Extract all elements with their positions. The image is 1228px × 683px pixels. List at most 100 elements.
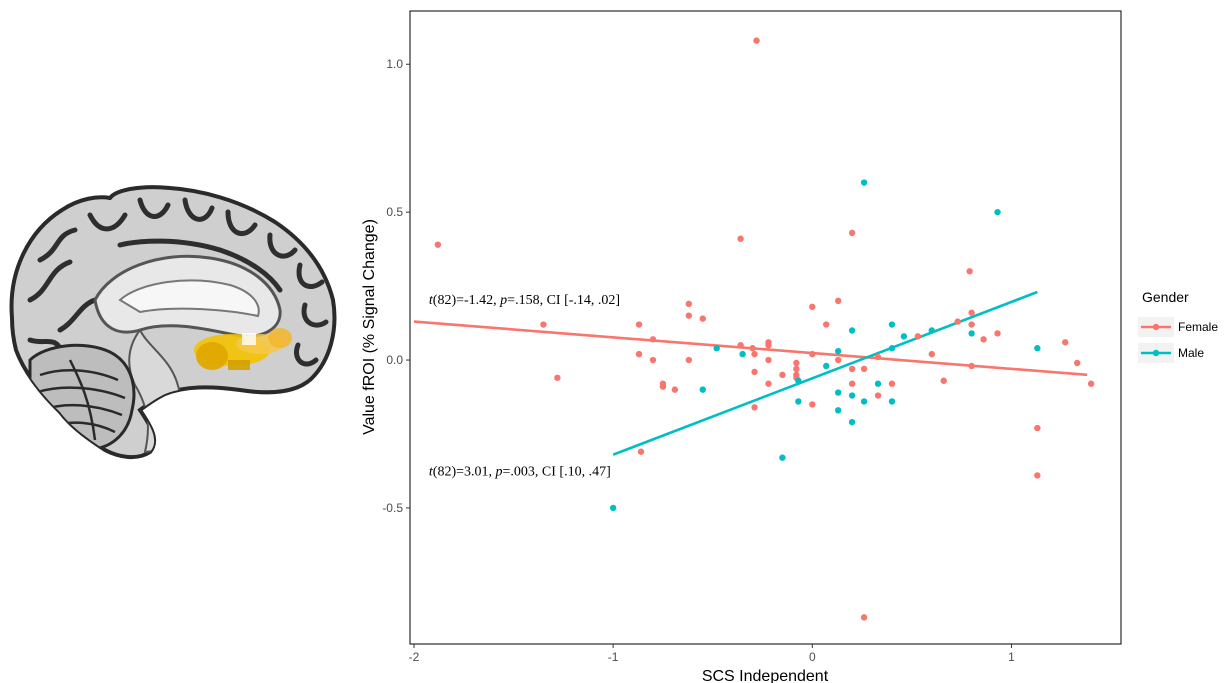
x-tick-label: 0 (809, 650, 816, 664)
stat-annotation: t(82)=3.01, p=.003, CI [.10, .47] (429, 464, 611, 479)
stat-annotation: t(82)=-1.42, p=.158, CI [-.14, .02] (429, 293, 620, 308)
x-axis-title: SCS Independent (702, 668, 829, 683)
data-point-female (994, 330, 1001, 337)
data-point-female (1034, 472, 1041, 479)
data-point-female (968, 362, 975, 370)
data-point-female (765, 342, 772, 349)
data-point-female (699, 315, 706, 322)
data-point-female (685, 300, 693, 308)
data-point-female (966, 268, 973, 275)
data-point-female (823, 321, 830, 328)
y-tick-label: -0.5 (382, 501, 403, 515)
data-point-female (554, 374, 561, 381)
data-point-female (980, 336, 987, 343)
y-tick-label: 0.0 (386, 353, 403, 367)
data-point-female (637, 448, 645, 455)
data-point-female (809, 401, 816, 408)
data-point-female (779, 371, 786, 379)
data-point-female (1087, 380, 1095, 387)
annotations: t(82)=-1.42, p=.158, CI [-.14, .02] t(82)… (429, 293, 620, 480)
x-tick-label: -1 (608, 650, 619, 664)
plot-panel-border (409, 10, 1122, 645)
data-point-female (793, 359, 800, 367)
data-point-male (834, 389, 842, 396)
x-tick-label: -2 (409, 650, 420, 664)
data-point-female (968, 309, 975, 316)
data-point-female (848, 365, 856, 373)
activation-cluster (194, 328, 292, 370)
data-point-female (1073, 359, 1081, 367)
data-point-female (968, 321, 975, 328)
legend-label-female: Female (1178, 320, 1218, 334)
data-point-female (751, 404, 758, 411)
data-point-female (737, 235, 744, 242)
legend-key-point (1152, 323, 1160, 331)
data-point-female (954, 318, 961, 325)
data-point-female (1062, 339, 1069, 346)
data-point-male (699, 386, 706, 393)
legend-label-male: Male (1178, 346, 1204, 360)
data-point-female (834, 297, 842, 305)
data-point-female (860, 365, 868, 373)
y-tick-label: 0.5 (386, 205, 403, 219)
data-point-female (659, 383, 667, 390)
data-point-male (928, 327, 935, 334)
data-point-female (635, 321, 643, 328)
data-point-male (874, 380, 882, 387)
data-point-female (848, 229, 856, 237)
data-points (434, 37, 1095, 621)
data-point-female (928, 350, 935, 358)
x-axis: -2 -1 0 1 (409, 644, 1015, 664)
data-point-female (1034, 424, 1041, 432)
legend: Gender Female Male (1138, 289, 1218, 363)
data-point-male (860, 179, 868, 186)
data-point-female (737, 342, 744, 349)
data-point-female (685, 356, 693, 364)
data-point-male (994, 208, 1001, 216)
data-point-male (888, 398, 896, 405)
x-tick-label: 1 (1008, 650, 1015, 664)
legend-key-point (1152, 349, 1160, 357)
data-point-male (1034, 345, 1041, 352)
y-axis: -0.5 0.0 0.5 1.0 (382, 57, 410, 515)
data-point-male (823, 362, 830, 370)
data-point-male (795, 398, 802, 405)
data-point-female (874, 353, 882, 361)
regression-lines (413, 290, 1088, 456)
data-point-male (713, 345, 720, 352)
data-point-female (765, 356, 772, 364)
data-point-female (635, 350, 643, 358)
brain-sagittal-image (9, 185, 337, 459)
data-point-male (848, 392, 856, 399)
data-point-female (860, 614, 868, 621)
data-point-female (809, 350, 816, 358)
legend-title: Gender (1142, 289, 1189, 305)
data-point-female (685, 312, 693, 319)
data-point-female (649, 336, 657, 343)
data-point-male (739, 350, 746, 358)
data-point-female (540, 321, 547, 328)
data-point-male (834, 347, 842, 355)
data-point-male (834, 407, 842, 414)
data-point-female (753, 37, 760, 44)
data-point-female (888, 380, 896, 387)
y-axis-title: Value fROI (% Signal Change) (361, 219, 378, 435)
data-point-male (795, 377, 802, 384)
data-point-female (434, 241, 442, 248)
data-point-male (888, 345, 896, 352)
y-tick-label: 1.0 (386, 57, 403, 71)
data-point-male (848, 418, 856, 426)
data-point-male (609, 504, 617, 512)
data-point-female (751, 368, 758, 376)
data-point-female (848, 380, 856, 387)
data-point-female (649, 356, 657, 364)
data-point-male (848, 327, 856, 334)
data-point-female (809, 303, 816, 310)
data-point-female (749, 345, 756, 352)
data-point-female (671, 386, 679, 393)
data-point-female (874, 392, 882, 399)
data-point-female (793, 365, 800, 373)
data-point-male (900, 333, 908, 340)
data-point-male (779, 454, 786, 461)
